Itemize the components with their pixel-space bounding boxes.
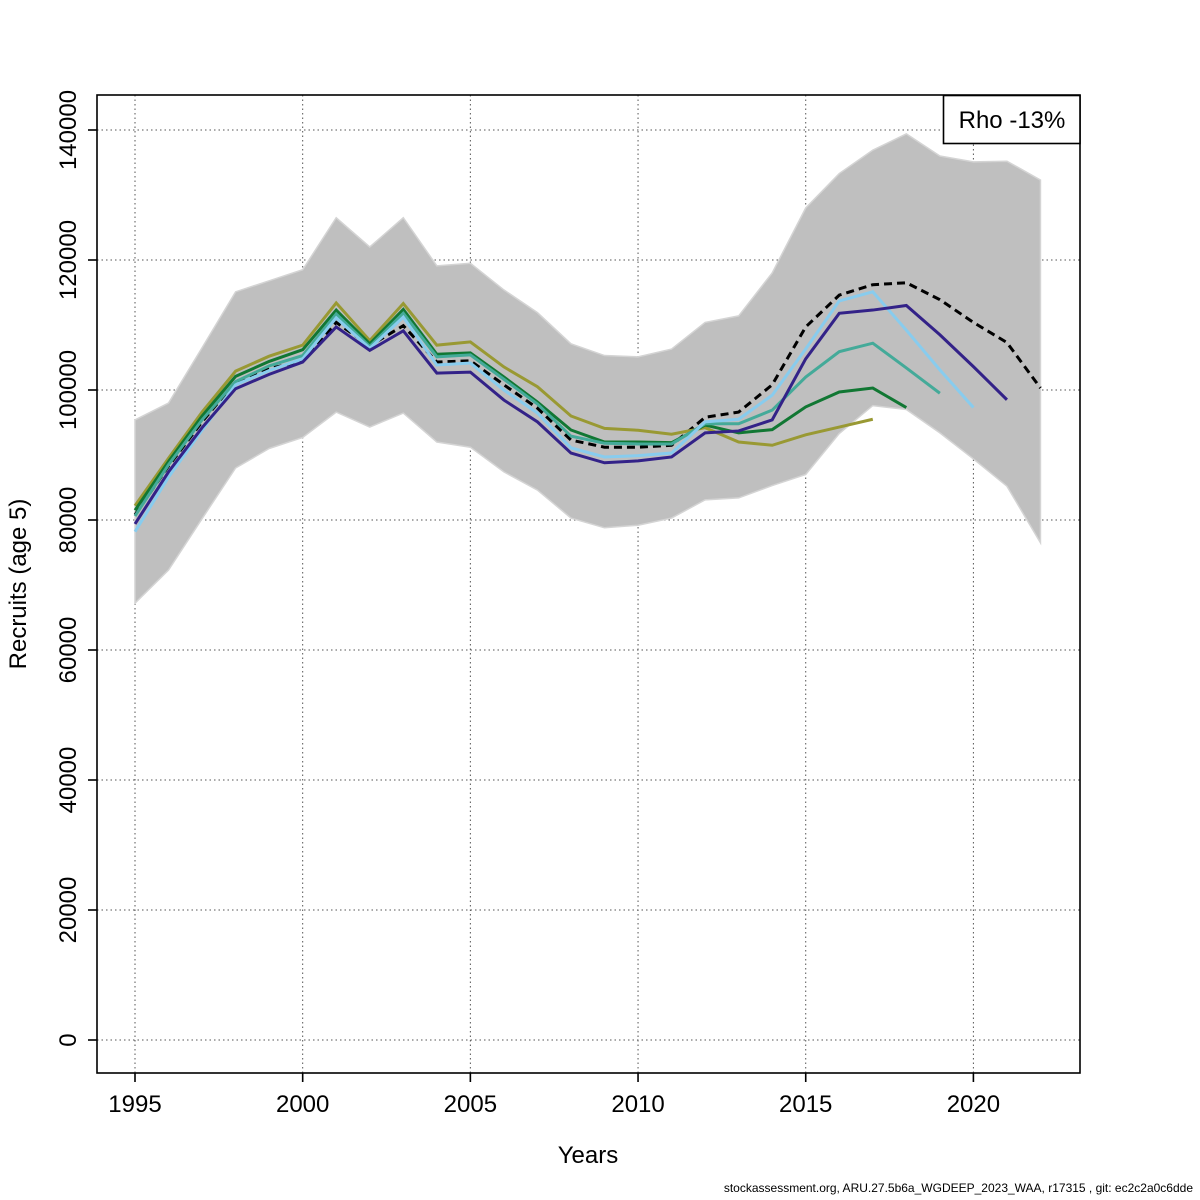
rho-legend: Rho -13% <box>942 94 1081 145</box>
series-peel-2020-line <box>133 290 975 533</box>
rho-legend-label: Rho -13% <box>959 107 1066 134</box>
series-peel-2021-line <box>133 303 1008 525</box>
series-base-run-line <box>133 281 1042 516</box>
y-tick-label-80000: 80000 <box>55 487 82 554</box>
confidence-band <box>134 133 1042 605</box>
x-tick-label-2000: 2000 <box>276 1091 329 1118</box>
plot-border <box>96 94 1081 1074</box>
rho-legend-box <box>942 94 1081 145</box>
x-axis-label: Years <box>558 1142 619 1169</box>
x-tick-label-2005: 2005 <box>444 1091 497 1118</box>
footer-attribution: stockassessment.org, ARU.27.5b6a_WGDEEP_… <box>724 1181 1193 1195</box>
y-tick-label-0: 0 <box>55 1033 82 1046</box>
y-tick-label-100000: 100000 <box>55 350 82 430</box>
series-peel-2018-line <box>133 307 908 512</box>
x-tick-label-2010: 2010 <box>611 1091 664 1118</box>
y-axis-label: Recruits (age 5) <box>5 499 32 670</box>
x-tick-label-1995: 1995 <box>108 1091 161 1118</box>
y-tick-label-120000: 120000 <box>55 220 82 300</box>
y-tick-label-20000: 20000 <box>55 877 82 944</box>
y-tick-label-140000: 140000 <box>55 90 82 170</box>
axis-tick-labels: 1995 2000 2005 2010 2015 2020 0 20000 40000 60000… <box>55 90 1000 1118</box>
series-peel-2019-line <box>133 311 941 517</box>
y-tick-label-60000: 60000 <box>55 617 82 684</box>
series-peel-2017-line <box>133 300 874 507</box>
x-tick-label-2020: 2020 <box>947 1091 1000 1118</box>
x-tick-label-2015: 2015 <box>779 1091 832 1118</box>
y-tick-label-40000: 40000 <box>55 747 82 814</box>
axis-ticks <box>88 129 975 1082</box>
series-lines <box>133 281 1042 533</box>
